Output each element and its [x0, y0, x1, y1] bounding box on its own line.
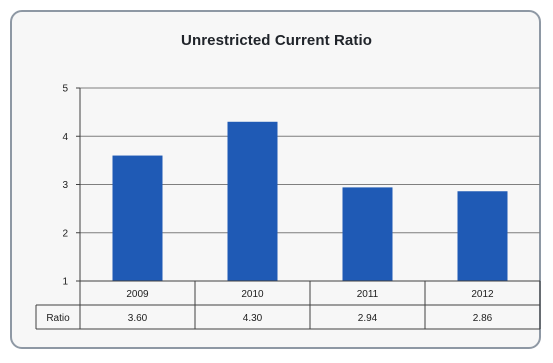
table-group: 2009 2010 2011 2012 Ratio 3.60 4.30 2.94 2.86 [35, 280, 541, 330]
category-label: 2011 [357, 289, 379, 300]
y-tick-label: 1 [62, 277, 68, 288]
y-tick-label: 5 [62, 84, 68, 95]
table-value: 4.30 [243, 313, 263, 324]
y-tick-label: 4 [62, 132, 68, 143]
bar [227, 121, 278, 282]
bar [342, 187, 393, 281]
ticks-group: 1 2 3 4 5 [62, 84, 80, 288]
category-label: 2009 [126, 289, 149, 300]
chart-title: Unrestricted Current Ratio [181, 32, 372, 49]
table-value: 3.60 [128, 313, 148, 324]
bar [457, 191, 508, 281]
table-value: 2.86 [473, 313, 493, 324]
bars-group [112, 121, 508, 282]
y-tick-label: 2 [62, 228, 68, 239]
bar [112, 155, 163, 281]
y-tick-label: 3 [62, 180, 68, 191]
category-label: 2012 [471, 289, 494, 300]
table-row-label: Ratio [46, 313, 70, 324]
table-value: 2.94 [358, 313, 378, 324]
category-label: 2010 [241, 289, 264, 300]
